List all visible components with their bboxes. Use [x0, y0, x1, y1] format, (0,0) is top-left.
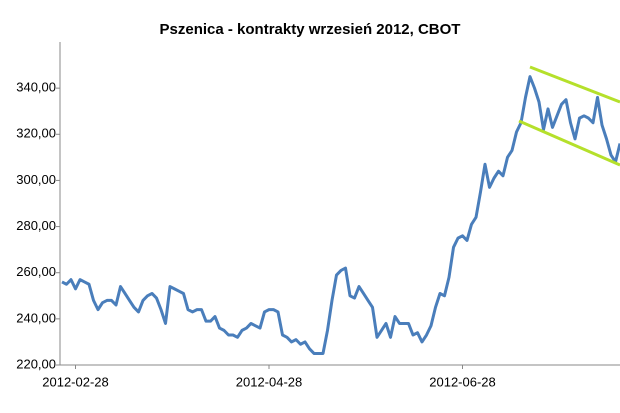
x-tick-label: 2012-06-28: [429, 374, 496, 389]
y-tick-label: 240,00: [16, 310, 56, 325]
data-line: [61, 75, 620, 355]
y-tick-label: 280,00: [16, 218, 56, 233]
y-tick-label: 300,00: [16, 172, 56, 187]
y-tick-label: 260,00: [16, 264, 56, 279]
x-tick-label: 2012-04-28: [236, 374, 303, 389]
chart-title: Pszenica - kontrakty wrzesień 2012, CBOT: [160, 21, 461, 38]
trend-channel-upper: [529, 65, 620, 104]
trend-channel-lower: [518, 119, 620, 167]
y-tick-label: 220,00: [16, 356, 56, 371]
x-tick-label: 2012-02-28: [42, 374, 109, 389]
y-tick-label: 340,00: [16, 80, 56, 95]
y-tick-label: 320,00: [16, 126, 56, 141]
